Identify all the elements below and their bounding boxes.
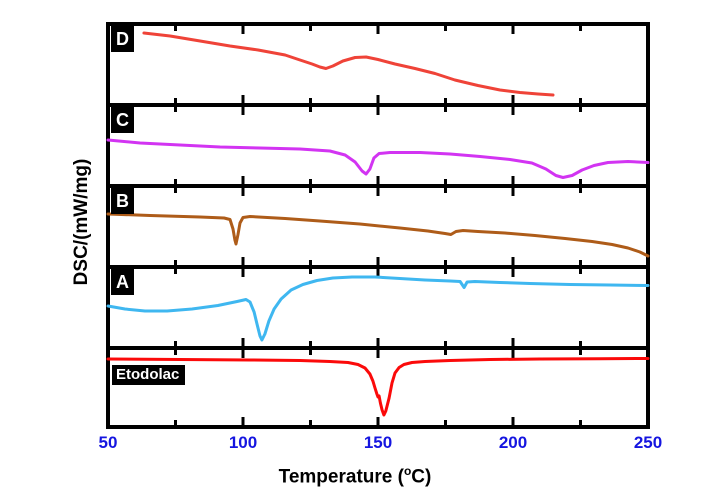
dsc-curve-a	[106, 275, 650, 342]
x-axis-title-unit: C)	[411, 466, 432, 488]
dsc-curve-d	[142, 31, 555, 97]
x-tick-label-50: 50	[98, 433, 118, 452]
y-axis-title: DSC/(mW/mg)	[71, 158, 92, 286]
panel-label-a: A	[111, 269, 134, 295]
dsc-curve-c	[106, 138, 650, 179]
panel-label-etodolac: Etodolac	[112, 365, 186, 385]
panel-frame	[106, 22, 650, 107]
panel-label-b: B	[111, 188, 134, 214]
dsc-curve-b	[106, 212, 650, 258]
panel-frame	[106, 265, 650, 350]
panel-label-c: C	[111, 107, 134, 133]
x-axis-title-text: Temperature (	[278, 466, 404, 488]
degree-superscript: o	[403, 464, 412, 478]
x-tick-label-250: 250	[633, 433, 663, 452]
panel-label-d: D	[111, 26, 134, 52]
x-axis-title: Temperature (oC)	[279, 464, 432, 488]
x-tick-label-100: 100	[228, 433, 258, 452]
x-tick-label-200: 200	[498, 433, 528, 452]
dsc-curve-etodolac	[106, 357, 650, 417]
x-tick-label-150: 150	[363, 433, 393, 452]
